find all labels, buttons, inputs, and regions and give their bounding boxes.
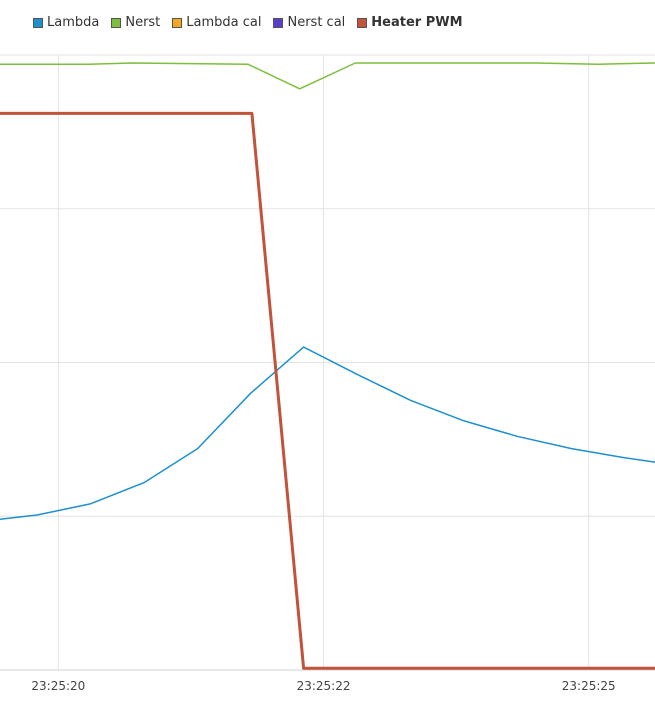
legend-label-heater-pwm: Heater PWM [371, 15, 463, 30]
series-line-heater-pwm [0, 111, 655, 670]
legend-label-lambda: Lambda [47, 15, 100, 30]
lambda-cal-swatch-icon [172, 17, 183, 28]
legend-item-nerst-cal[interactable]: Nerst cal [273, 15, 345, 30]
series-layer [0, 62, 655, 670]
nerst-swatch-icon [111, 17, 122, 28]
x-tick-label-1: 23:25:22 [297, 679, 351, 693]
nerst-cal-swatch-icon [273, 17, 284, 28]
x-axis-ticks: 23:25:20 23:25:22 23:25:25 [31, 679, 615, 693]
legend-label-nerst: Nerst [125, 15, 161, 30]
legend-item-lambda[interactable]: Lambda [33, 15, 99, 30]
series-line-nerst [0, 62, 655, 90]
series-line-lambda [0, 346, 655, 521]
legend-item-heater-pwm[interactable]: Heater PWM [357, 15, 463, 30]
x-tick-label-2: 23:25:25 [562, 679, 616, 693]
lambda-swatch-icon [33, 17, 43, 28]
heater-pwm-swatch-icon [357, 17, 368, 28]
chart-legend: Lambda Nerst Lambda cal Nerst cal Heater… [33, 15, 475, 30]
x-tick-label-0: 23:25:20 [31, 679, 85, 693]
legend-item-nerst[interactable]: Nerst [111, 15, 160, 30]
grid-layer [0, 54, 655, 671]
legend-label-nerst-cal: Nerst cal [287, 15, 346, 30]
legend-item-lambda-cal[interactable]: Lambda cal [172, 15, 261, 30]
legend-label-lambda-cal: Lambda cal [186, 15, 262, 30]
